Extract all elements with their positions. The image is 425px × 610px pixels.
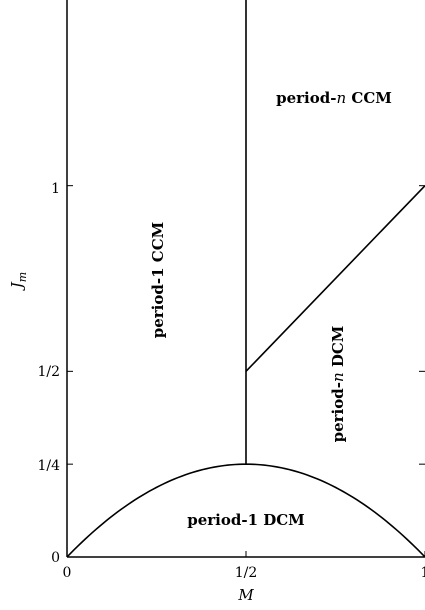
region-label-period-1-ccm: period-1 CCM bbox=[149, 222, 167, 339]
region-label-period-1-dcm: period-1 DCM bbox=[187, 511, 305, 529]
region-label-period-n-ccm: period-n CCM bbox=[276, 89, 392, 107]
y-tick-label-quarter: 1/4 bbox=[37, 458, 60, 474]
dcm-boundary-curve bbox=[66, 463, 425, 558]
y-tick-label-1: 1 bbox=[51, 181, 60, 197]
x-tick-label-half: 1/2 bbox=[235, 565, 258, 581]
axis-ticks bbox=[66, 185, 425, 558]
y-axis-label: Jm bbox=[8, 272, 29, 291]
diagonal-boundary-line bbox=[245, 185, 425, 372]
y-tick-label-half: 1/2 bbox=[37, 364, 60, 380]
x-tick-label-0: 0 bbox=[63, 565, 72, 581]
y-tick-label-0: 0 bbox=[51, 550, 60, 566]
x-tick-label-1: 1 bbox=[421, 565, 425, 581]
x-axis-label: M bbox=[237, 586, 254, 604]
region-label-period-n-dcm: period-n DCM bbox=[329, 326, 347, 443]
